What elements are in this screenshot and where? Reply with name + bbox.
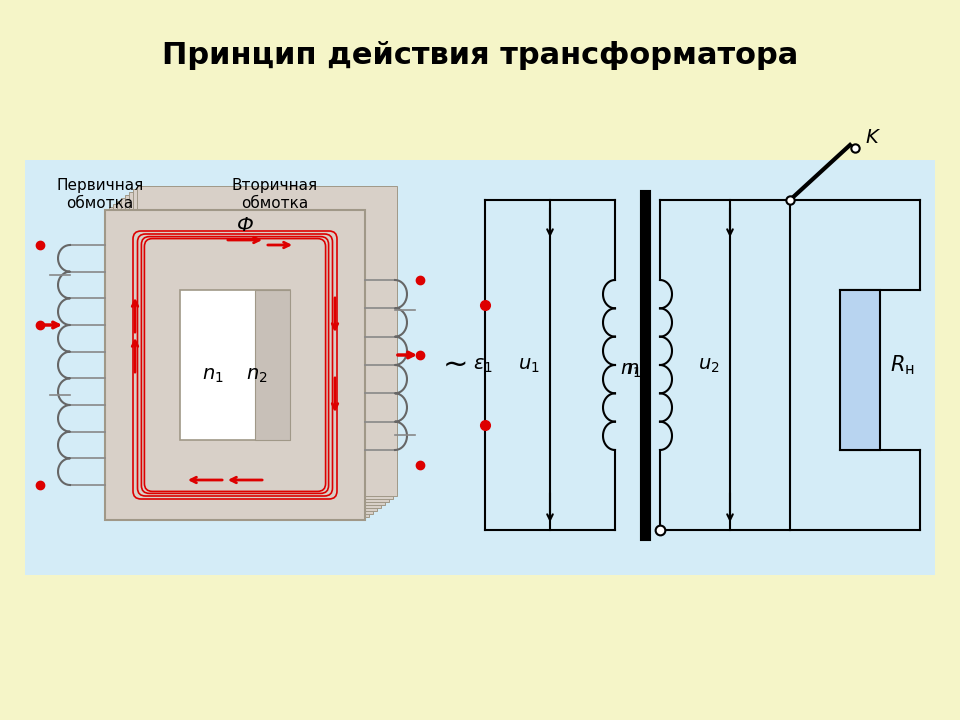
Bar <box>208 269 318 419</box>
Text: $K$: $K$ <box>865 127 881 146</box>
Text: Вторичная: Вторичная <box>232 178 318 193</box>
Bar <box>188 284 298 434</box>
Text: $n_2$: $n_2$ <box>626 361 648 379</box>
Text: обмотка: обмотка <box>241 196 308 211</box>
Bar <box>180 290 290 440</box>
Bar <box>25 160 935 575</box>
Bar <box>840 290 880 450</box>
Text: $\varepsilon_1$: $\varepsilon_1$ <box>473 356 492 374</box>
Bar <box>113 204 373 514</box>
Bar <box>196 278 306 428</box>
Bar <box>117 201 377 511</box>
Bar <box>129 192 389 502</box>
Text: $u_1$: $u_1$ <box>518 356 540 374</box>
Bar <box>212 266 322 416</box>
Bar <box>255 290 290 440</box>
Text: $n_1$: $n_1$ <box>620 361 641 379</box>
Text: обмотка: обмотка <box>66 196 133 211</box>
Bar <box>125 195 385 505</box>
Text: ~: ~ <box>443 351 468 379</box>
Text: $u_2$: $u_2$ <box>698 356 720 374</box>
Bar <box>121 198 381 508</box>
Bar <box>105 210 365 520</box>
Bar <box>192 281 302 431</box>
Text: $n_2$: $n_2$ <box>246 366 268 384</box>
Text: Ф: Ф <box>236 215 253 235</box>
Text: $R_\mathrm{н}$: $R_\mathrm{н}$ <box>890 354 915 377</box>
Bar <box>200 275 310 425</box>
Text: $n_1$: $n_1$ <box>203 366 224 384</box>
Bar <box>184 287 294 437</box>
Text: Принцип действия трансформатора: Принцип действия трансформатора <box>162 40 798 70</box>
Text: Первичная: Первичная <box>57 178 144 193</box>
Bar <box>133 189 393 499</box>
Bar <box>137 186 397 496</box>
Bar <box>204 272 314 422</box>
Bar <box>109 207 369 517</box>
Bar <box>105 210 365 520</box>
Bar <box>180 290 290 440</box>
